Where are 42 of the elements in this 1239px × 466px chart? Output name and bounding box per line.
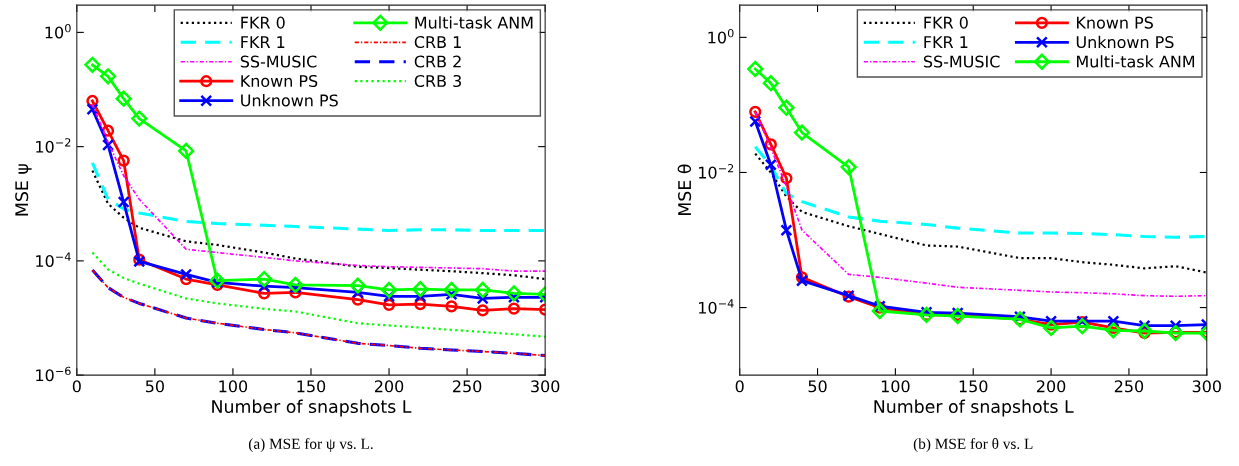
legend-label: CRB 3 <box>414 74 461 88</box>
legend-label: Multi-task ANM <box>1077 55 1195 68</box>
legend-label: FKR 0 <box>241 16 285 29</box>
x-tick-label: 50 <box>145 380 164 393</box>
x-axis-title: Number of snapshots L <box>212 399 412 417</box>
y-axis-title: MSE θ <box>677 164 692 215</box>
y-axis-title: MSE ψ <box>15 164 32 216</box>
x-tick-label: 200 <box>374 380 404 393</box>
legend-label: CRB 1 <box>414 36 461 49</box>
legend-label: SS-MUSIC <box>923 55 1000 68</box>
text: (b) MSE for θ vs. L <box>913 438 1033 453</box>
legend-label: SS-MUSIC <box>240 55 317 68</box>
x-tick-label: 300 <box>1192 380 1221 393</box>
y-tick-label: 10$^{0}$ <box>45 23 71 39</box>
legend-label: FKR 1 <box>241 36 285 48</box>
y-tick-label: 10$^{−2}$ <box>36 138 71 153</box>
legend-label: FKR 1 <box>924 36 968 48</box>
x-tick-label: 100 <box>881 380 910 393</box>
y-tick-label: 10$^{−4}$ <box>699 299 734 314</box>
legend-label: Known PS <box>1077 16 1153 29</box>
legend-label: Multi-task ANM <box>415 16 533 29</box>
x-tick-label: 0 <box>72 380 81 393</box>
text: (a) MSE for ψ vs. L. <box>248 438 373 453</box>
legend-label: Known PS <box>241 74 318 88</box>
x-tick-label: 150 <box>959 380 988 393</box>
x-tick-label: 300 <box>531 380 560 393</box>
legend-label: Unknown PS <box>1076 35 1174 49</box>
x-tick-label: 0 <box>735 380 744 393</box>
y-tick-label: 10$^{−6}$ <box>36 366 71 382</box>
x-axis-title: Number of snapshots L <box>874 399 1074 417</box>
x-tick-label: 150 <box>297 380 326 393</box>
x-tick-label: 250 <box>453 380 482 393</box>
x-tick-label: 200 <box>1037 380 1066 393</box>
y-tick-label: 10$^{0}$ <box>708 28 734 44</box>
legend-label: CRB 2 <box>414 55 461 68</box>
legend-label: Unknown PS <box>241 94 338 107</box>
x-tick-label: 100 <box>219 380 248 393</box>
x-tick-label: 250 <box>1114 380 1144 393</box>
legend-label: FKR 0 <box>924 16 968 29</box>
x-tick-label: 50 <box>808 380 827 393</box>
y-tick-label: 10$^{−2}$ <box>699 164 734 179</box>
y-tick-label: 10$^{−4}$ <box>36 252 71 268</box>
